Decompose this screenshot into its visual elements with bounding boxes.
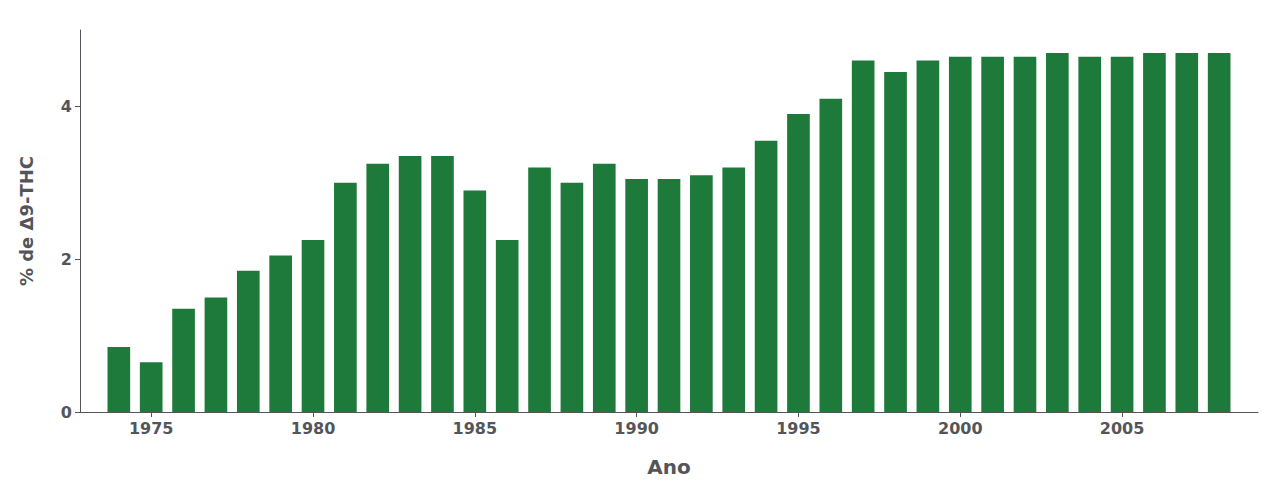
svg-text:2: 2: [61, 250, 72, 269]
svg-text:1975: 1975: [129, 419, 174, 438]
svg-text:1985: 1985: [453, 419, 498, 438]
svg-text:1995: 1995: [776, 419, 821, 438]
svg-text:2000: 2000: [938, 419, 983, 438]
svg-text:Ano: Ano: [647, 455, 690, 479]
svg-text:2005: 2005: [1100, 419, 1145, 438]
svg-text:% de Δ9-THC: % de Δ9-THC: [16, 156, 37, 286]
svg-text:4: 4: [61, 97, 72, 116]
svg-text:1990: 1990: [614, 419, 659, 438]
svg-text:0: 0: [61, 403, 72, 422]
svg-text:1980: 1980: [291, 419, 336, 438]
